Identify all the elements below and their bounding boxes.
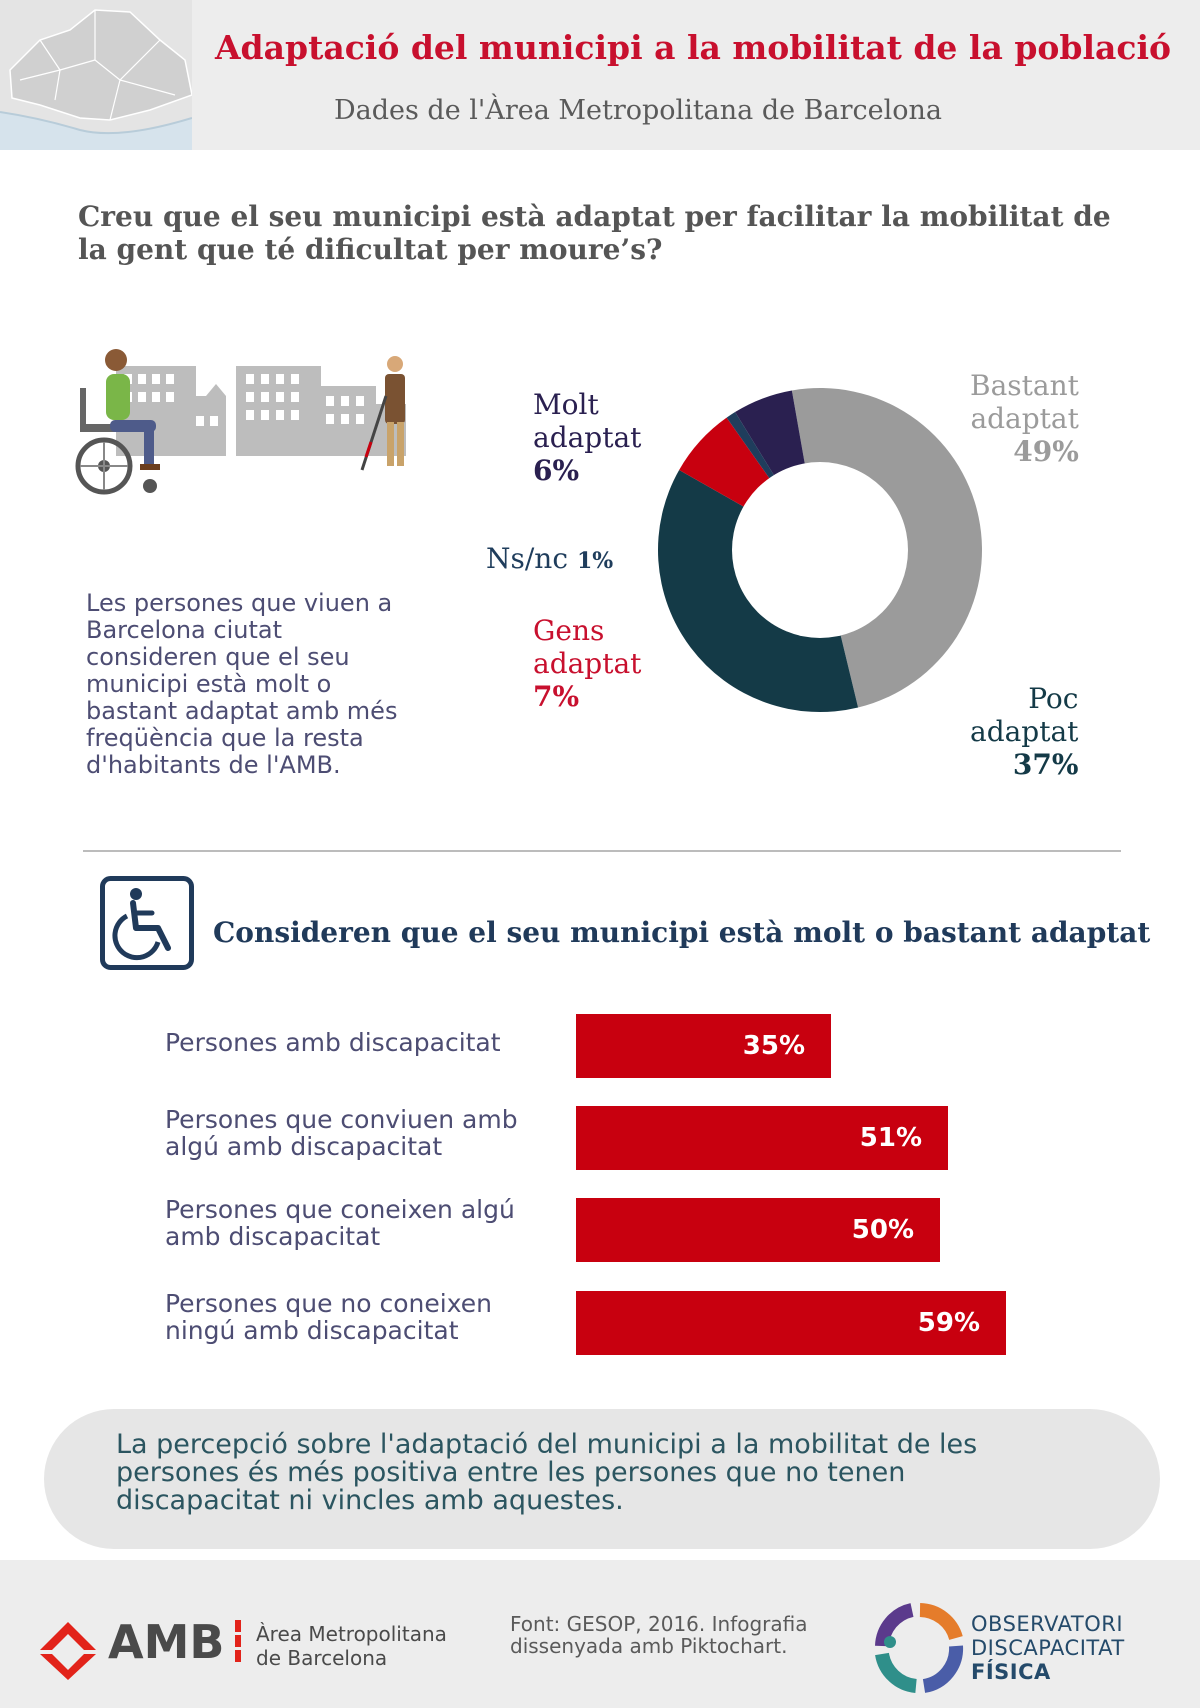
label-molt-pct: 6% xyxy=(533,454,580,487)
label-molt-line2: adaptat xyxy=(533,421,642,454)
label-bastant-pct: 49% xyxy=(1013,435,1079,468)
footer-bar xyxy=(0,1560,1200,1708)
header-bar xyxy=(0,0,1200,150)
amb-separator xyxy=(235,1620,241,1662)
bar-label: Persones que coneixen algú amb discapaci… xyxy=(165,1195,515,1251)
bar-label: Persones que conviuen amb algú amb disca… xyxy=(165,1105,518,1161)
label-gens-line1: Gens xyxy=(533,614,605,647)
conclusion-box xyxy=(44,1409,1160,1549)
label-poc-adaptat: Poc adaptat 37% xyxy=(970,682,1078,781)
page-subtitle: Dades de l'Àrea Metropolitana de Barcelo… xyxy=(333,95,943,126)
bar-value-label: 59% xyxy=(917,1308,980,1338)
page-title: Adaptació del municipi a la mobilitat de… xyxy=(214,28,1172,67)
observatori-line-1: OBSERVATORI xyxy=(971,1612,1124,1636)
wheelchair-user-icon xyxy=(75,349,160,495)
section-title: Consideren que el seu municipi està molt… xyxy=(213,916,1151,949)
label-bastant-line2: adaptat xyxy=(970,402,1079,435)
survey-question: Creu que el seu municipi està adaptat pe… xyxy=(78,200,1111,266)
barcelona-note: Les persones que viuen a Barcelona ciuta… xyxy=(86,589,398,779)
accessibility-icon xyxy=(100,876,194,970)
bar: 35% xyxy=(576,1014,831,1078)
bar-label: Persones que no coneixen ningú amb disca… xyxy=(165,1289,492,1345)
label-nsnc-text: Ns/nc xyxy=(486,542,569,575)
source-credit: Font: GESOP, 2016. Infografia dissenyada… xyxy=(510,1612,808,1658)
label-bastant-line1: Bastant xyxy=(970,369,1079,402)
label-poc-line1: Poc xyxy=(1028,682,1079,715)
bar: 51% xyxy=(576,1106,948,1170)
city-map-icon xyxy=(0,0,192,150)
donut-hole xyxy=(732,462,908,638)
street-illustration xyxy=(75,349,406,495)
conclusion-text: La percepció sobre l'adaptació del munic… xyxy=(116,1429,978,1516)
label-poc-pct: 37% xyxy=(1012,748,1079,781)
observatori-logo-icon xyxy=(875,1603,964,1693)
label-molt-adaptat: Molt adaptat 6% xyxy=(533,388,641,487)
bar: 50% xyxy=(576,1198,940,1262)
bar-value-label: 50% xyxy=(851,1215,914,1245)
label-nsnc-pct: 1% xyxy=(576,548,614,574)
blind-person-icon xyxy=(360,356,405,471)
observatori-line-2: DISCAPACITAT xyxy=(971,1636,1125,1660)
label-bastant-adaptat: Bastant adaptat 49% xyxy=(970,369,1079,468)
donut-chart xyxy=(658,388,982,712)
label-gens-line2: adaptat xyxy=(533,647,642,680)
label-gens-pct: 7% xyxy=(533,680,580,713)
buildings-icon xyxy=(116,366,406,456)
observatori-wordmark: OBSERVATORI DISCAPACITAT FÍSICA xyxy=(971,1612,1125,1684)
label-poc-line2: adaptat xyxy=(970,715,1079,748)
bar: 59% xyxy=(576,1291,1006,1355)
amb-wordmark: AMB xyxy=(108,1615,225,1669)
bar-label: Persones amb discapacitat xyxy=(165,1028,501,1057)
amb-logo-icon xyxy=(40,1622,96,1680)
observatori-line-3: FÍSICA xyxy=(971,1660,1051,1684)
label-molt-line1: Molt xyxy=(533,388,599,421)
bar-value-label: 35% xyxy=(742,1031,805,1061)
label-nsnc: Ns/nc 1% xyxy=(486,542,613,578)
label-gens-adaptat: Gens adaptat 7% xyxy=(533,614,641,713)
section-divider xyxy=(83,850,1121,852)
amb-full-name: Àrea Metropolitana de Barcelona xyxy=(256,1622,447,1670)
bar-value-label: 51% xyxy=(859,1123,922,1153)
